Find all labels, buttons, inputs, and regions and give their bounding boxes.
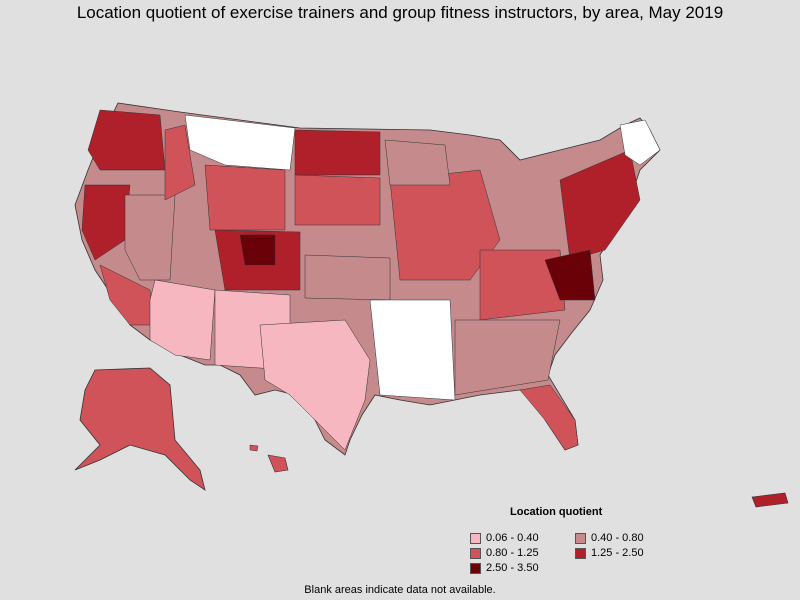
maine-area <box>619 119 661 166</box>
hawaii-island-small <box>249 444 259 452</box>
legend-title: Location quotient <box>510 506 603 518</box>
legend-item: 0.80 - 1.25 <box>470 547 539 559</box>
legend-label: 0.80 - 1.25 <box>486 547 539 559</box>
legend-swatch <box>470 562 481 574</box>
wyoming-area <box>204 164 286 231</box>
legend-swatch <box>575 547 586 559</box>
legend-swatch <box>470 547 481 559</box>
lower-mississippi-area <box>369 299 456 401</box>
footnote: Blank areas indicate data not available. <box>304 584 496 596</box>
alaska-region <box>74 367 206 491</box>
northern-california-area <box>81 184 131 261</box>
map-title: Location quotient of exercise trainers a… <box>76 3 724 22</box>
mid-atlantic-area <box>544 249 596 301</box>
legend-item: 0.06 - 0.40 <box>470 532 539 544</box>
arizona-area <box>149 279 216 361</box>
southern-california-area <box>99 264 156 326</box>
northeast-corridor-area <box>559 149 641 261</box>
kansas-area <box>304 254 391 301</box>
legend-label: 2.50 - 3.50 <box>486 562 539 574</box>
south-dakota-area <box>294 174 381 226</box>
texas-area <box>259 319 371 451</box>
legend-swatch <box>575 532 586 544</box>
montana-area <box>184 114 296 171</box>
florida-area <box>519 384 579 451</box>
colorado-front-range-area <box>239 234 276 266</box>
legend-item: 1.25 - 2.50 <box>575 547 644 559</box>
legend-label: 0.40 - 0.80 <box>591 532 644 544</box>
legend-swatch <box>470 532 481 544</box>
legend-item: 0.40 - 0.80 <box>575 532 644 544</box>
appalachia-area <box>479 249 566 321</box>
north-dakota-area <box>294 129 381 176</box>
legend-item: 2.50 - 3.50 <box>470 562 539 574</box>
southeast-area <box>454 319 561 396</box>
idaho-area <box>164 124 196 201</box>
puerto-rico-region <box>751 492 789 508</box>
legend-label: 0.06 - 0.40 <box>486 532 539 544</box>
pacific-northwest-area <box>87 109 166 171</box>
hawaii-region <box>267 454 289 473</box>
legend-label: 1.25 - 2.50 <box>591 547 644 559</box>
upper-midwest-area <box>384 139 451 186</box>
